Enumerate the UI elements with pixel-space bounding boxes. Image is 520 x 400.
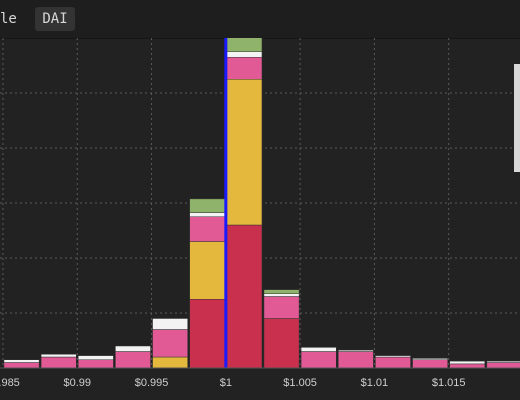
bar-segment-bin2-s2	[78, 359, 114, 369]
bar-segment-bin7-s2	[263, 296, 300, 319]
bar-segment-bin9-s2	[338, 351, 374, 369]
bar-segment-bin5-s4	[189, 198, 226, 213]
bar-segment-bin10-s3	[375, 355, 411, 358]
bar-segment-bin7-s3	[263, 293, 300, 297]
bar-segment-bin7-s0	[263, 318, 300, 369]
bar-segment-bin4-s2	[152, 329, 188, 358]
bar-segment-bin13-s3	[486, 360, 520, 363]
bar-segment-bin0-s2	[3, 362, 40, 369]
bar-segment-bin7-s4	[263, 289, 300, 294]
token-chip[interactable]: DAI	[35, 7, 75, 31]
bar-segment-bin3-s2	[115, 351, 151, 369]
bar-segment-bin4-s3	[152, 318, 188, 330]
x-axis: $0.985 $0.99 $0.995 $1 $1.005 $1.01 $1.015	[0, 367, 520, 389]
x-tick-label-3: $1	[220, 377, 232, 389]
bar-segment-bin5-s1	[189, 241, 226, 300]
bar-segment-bin5-s3	[189, 212, 226, 217]
bar-segment-bin6-s3	[226, 51, 263, 58]
bar-segment-bin1-s3	[40, 354, 77, 358]
bar-segment-bin6-s4	[226, 38, 263, 52]
bar-segment-bin9-s3	[338, 349, 374, 352]
selector-label: le	[0, 11, 17, 27]
bar-segment-bin2-s3	[78, 355, 114, 360]
x-tick-label-1: $0.99	[63, 377, 91, 389]
x-tick-label-4: $1.005	[283, 377, 317, 389]
bar-segment-bin5-s2	[189, 216, 226, 242]
x-tick-label-5: $1.01	[361, 377, 389, 389]
bar-segment-bin13-s2	[486, 362, 520, 369]
bar-segment-bin0-s3	[3, 359, 40, 363]
bar-segment-bin11-s2	[412, 359, 448, 369]
legend-panel	[514, 64, 520, 172]
token-selector-bar: le DAI	[0, 0, 520, 39]
x-tick-label-0: $0.985	[0, 377, 20, 389]
bar-segment-bin12-s3	[449, 360, 486, 365]
bar-segment-bin6-s1	[226, 79, 263, 226]
bar-segment-bin8-s2	[300, 351, 337, 369]
bar-segment-bin5-s0	[189, 299, 226, 369]
bar-segment-bin1-s2	[40, 356, 77, 369]
bar-segment-bin8-s3	[300, 347, 337, 352]
bar-segment-bin6-s0	[226, 224, 263, 369]
bar-segment-bin3-s3	[115, 345, 151, 352]
bar-segment-bin4-s1	[152, 356, 188, 369]
bar-segment-bin12-s2	[449, 363, 486, 369]
x-tick-label-6: $1.015	[432, 377, 466, 389]
x-tick-label-2: $0.995	[135, 377, 169, 389]
histogram-chart: $0.985 $0.99 $0.995 $1 $1.005 $1.01 $1.015	[0, 38, 520, 389]
bars-layer	[3, 38, 520, 369]
bar-segment-bin6-s2	[226, 57, 263, 80]
bar-segment-bin10-s2	[375, 356, 411, 369]
bar-segment-bin11-s3	[412, 358, 448, 360]
